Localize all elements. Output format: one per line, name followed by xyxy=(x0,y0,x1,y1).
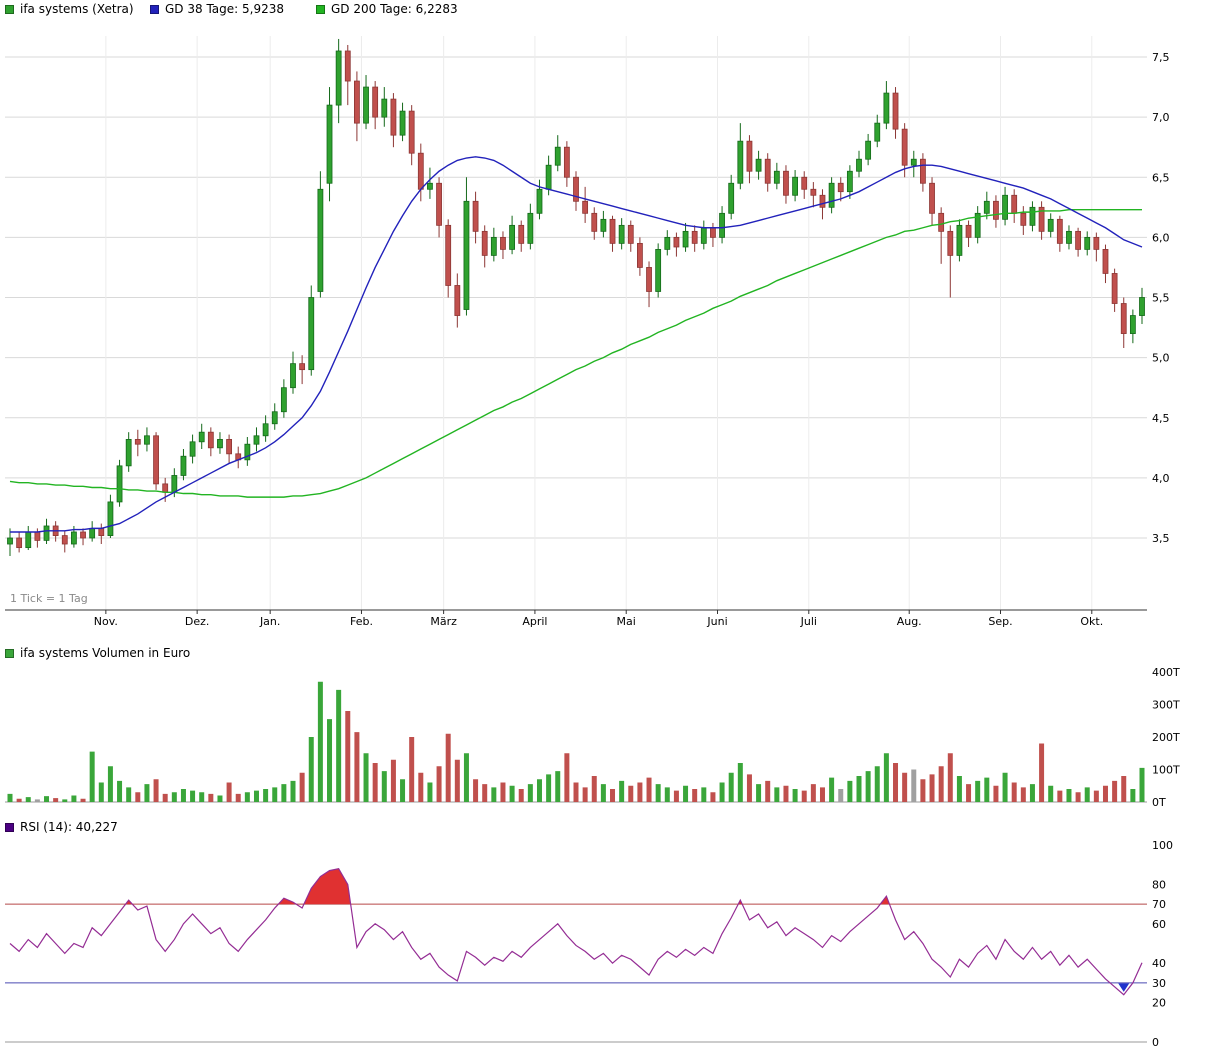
volume-swatch-icon xyxy=(5,648,14,658)
price-legend: ifa systems (Xetra) GD 38 Tage: 5,9238 G… xyxy=(0,2,1209,18)
svg-text:Nov.: Nov. xyxy=(94,615,118,628)
legend-instrument: ifa systems (Xetra) xyxy=(5,2,134,16)
legend-rsi-item: RSI (14): 40,227 xyxy=(5,820,118,834)
svg-text:April: April xyxy=(522,615,547,628)
svg-text:Jan.: Jan. xyxy=(259,615,280,628)
svg-text:7,0: 7,0 xyxy=(1152,111,1170,124)
instrument-label: ifa systems (Xetra) xyxy=(20,2,134,16)
svg-text:Mai: Mai xyxy=(617,615,636,628)
svg-text:4,5: 4,5 xyxy=(1152,412,1170,425)
legend-gd200: GD 200 Tage: 6,2283 xyxy=(316,2,458,16)
svg-text:5,0: 5,0 xyxy=(1152,352,1170,365)
svg-text:Juni: Juni xyxy=(706,615,727,628)
rsi-line xyxy=(9,867,1143,996)
gd38-line xyxy=(10,156,1143,533)
svg-text:6,5: 6,5 xyxy=(1152,171,1170,184)
price-chart: 7,5 7,0 6,5 6,0 5,5 5,0 4,5 4,0 3,5 Nov. Dez. Jan. F… xyxy=(5,36,1170,628)
legend-volume-item: ifa systems Volumen in Euro xyxy=(5,646,190,660)
svg-text:40: 40 xyxy=(1152,957,1166,970)
svg-text:6,0: 6,0 xyxy=(1152,231,1170,244)
svg-text:30: 30 xyxy=(1152,977,1166,990)
svg-text:Aug.: Aug. xyxy=(897,615,922,628)
svg-text:400T: 400T xyxy=(1152,666,1180,679)
rsi-title: RSI (14): 40,227 xyxy=(20,820,118,834)
svg-text:März: März xyxy=(430,615,457,628)
svg-text:20: 20 xyxy=(1152,997,1166,1010)
volume-bars xyxy=(7,681,1145,802)
instrument-swatch-icon xyxy=(5,4,14,14)
svg-text:5,5: 5,5 xyxy=(1152,292,1170,305)
gd200-swatch-icon xyxy=(316,4,325,14)
signal-marker-icon xyxy=(1118,983,1130,992)
volume-chart: 400T 300T 200T 100T 0T xyxy=(5,666,1180,809)
rsi-swatch-icon xyxy=(5,822,14,832)
rsi-overbought-fill xyxy=(10,868,1142,905)
svg-text:Feb.: Feb. xyxy=(350,615,373,628)
rsi-legend: RSI (14): 40,227 xyxy=(0,820,1209,836)
svg-text:7,5: 7,5 xyxy=(1152,51,1170,64)
svg-text:0: 0 xyxy=(1152,1036,1159,1049)
svg-text:Juli: Juli xyxy=(800,615,817,628)
svg-text:70: 70 xyxy=(1152,898,1166,911)
volume-title: ifa systems Volumen in Euro xyxy=(20,646,191,660)
svg-text:100T: 100T xyxy=(1152,764,1180,777)
svg-text:300T: 300T xyxy=(1152,699,1180,712)
svg-text:0T: 0T xyxy=(1152,796,1166,809)
rsi-chart: 100 80 70 60 40 30 20 0 xyxy=(5,839,1173,1049)
svg-text:3,5: 3,5 xyxy=(1152,532,1170,545)
legend-gd38: GD 38 Tage: 5,9238 xyxy=(150,2,284,16)
gd200-label: GD 200 Tage: 6,2283 xyxy=(331,2,458,16)
candles xyxy=(7,38,1145,557)
svg-text:80: 80 xyxy=(1152,878,1166,891)
gd38-swatch-icon xyxy=(150,4,159,14)
svg-text:Sep.: Sep. xyxy=(988,615,1012,628)
svg-text:200T: 200T xyxy=(1152,731,1180,744)
svg-text:Dez.: Dez. xyxy=(185,615,210,628)
svg-text:60: 60 xyxy=(1152,918,1166,931)
svg-text:100: 100 xyxy=(1152,839,1173,852)
gd38-label: GD 38 Tage: 5,9238 xyxy=(165,2,284,16)
volume-legend: ifa systems Volumen in Euro xyxy=(0,646,1209,662)
svg-text:4,0: 4,0 xyxy=(1152,472,1170,485)
svg-text:Okt.: Okt. xyxy=(1080,615,1103,628)
gd200-line xyxy=(9,209,1142,498)
